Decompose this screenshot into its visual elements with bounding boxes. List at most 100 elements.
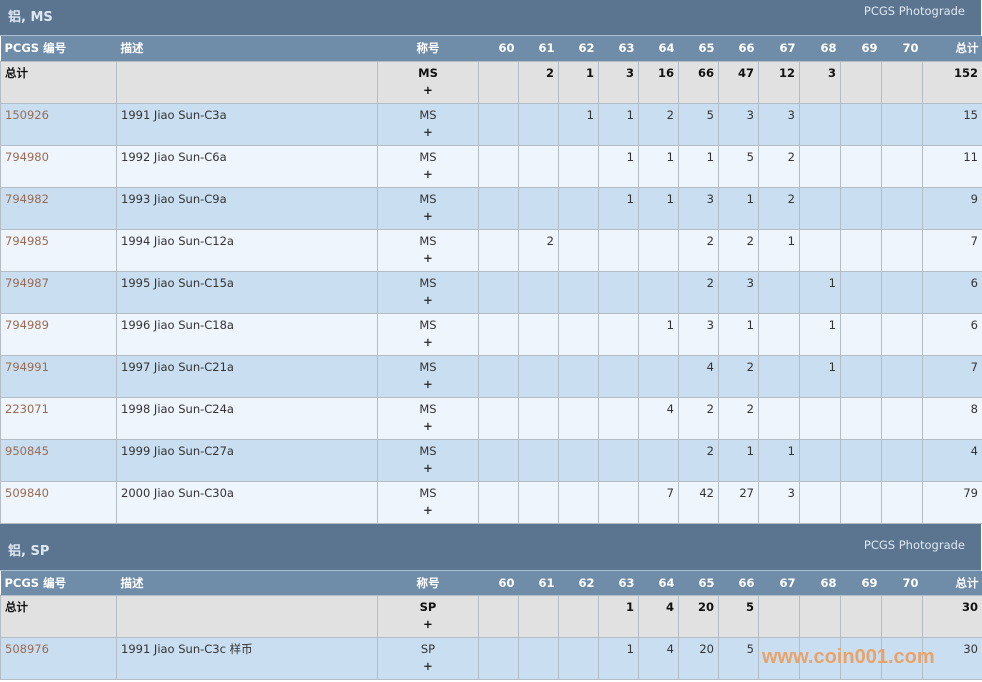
plus-grade-toggle[interactable]: + [423,166,433,181]
column-header[interactable]: 总计 [922,36,982,61]
photograde-link[interactable]: PCGS Photograde [863,537,965,552]
column-header[interactable]: 67 [758,570,800,596]
column-header[interactable]: 62 [558,36,599,61]
row-total: 11 [922,144,982,188]
description: 1994 Jiao Sun-C12a [116,228,378,272]
column-header[interactable]: 64 [638,570,679,596]
column-header[interactable]: 62 [558,570,599,596]
row-total: 6 [922,270,982,314]
designation: SP [419,600,437,614]
column-header[interactable]: 总计 [922,570,982,596]
grade-count-68 [799,228,841,272]
description: 1991 Jiao Sun-C3c 样币 [116,637,378,680]
column-header[interactable]: 63 [598,36,639,61]
grade-count-68: 3 [799,60,841,104]
designation-cell: MS + [377,102,479,146]
column-header[interactable]: 69 [840,570,882,596]
column-header[interactable]: 描述 [116,36,378,61]
designation: MS [419,317,437,332]
plus-grade-toggle[interactable]: + [423,617,433,631]
designation-cell: MS + [377,396,479,440]
column-header[interactable]: PCGS 编号 [0,570,117,596]
designation: MS [419,107,437,122]
column-header[interactable]: 61 [518,36,559,61]
column-header[interactable]: 68 [799,570,841,596]
plus-grade-toggle[interactable]: + [423,659,433,673]
plus-grade-toggle[interactable]: + [423,460,433,475]
grade-count-64: 16 [638,60,679,104]
plus-grade-toggle[interactable]: + [423,292,433,307]
grade-count-67 [758,396,800,440]
plus-grade-toggle[interactable]: + [423,376,433,391]
grade-count-61 [518,270,559,314]
pcgs-number[interactable]: 794985 [0,228,117,272]
plus-grade-toggle[interactable]: + [423,334,433,349]
column-header[interactable]: 60 [478,570,519,596]
column-header[interactable]: 66 [718,570,759,596]
grade-count-62 [558,480,599,524]
plus-grade-toggle[interactable]: + [423,418,433,433]
column-header[interactable]: 64 [638,36,679,61]
pcgs-number[interactable]: 794982 [0,186,117,230]
grade-count-66: 5 [718,637,759,680]
grade-count-70 [881,144,923,188]
pcgs-number[interactable]: 794991 [0,354,117,398]
column-header[interactable]: 66 [718,36,759,61]
grade-count-64: 2 [638,102,679,146]
plus-grade-toggle[interactable]: + [423,124,433,139]
designation: MS [419,401,437,416]
column-header[interactable]: 称号 [377,570,479,596]
pcgs-number[interactable]: 794987 [0,270,117,314]
plus-grade-toggle[interactable]: + [423,250,433,265]
grade-count-70 [881,228,923,272]
column-header[interactable]: 63 [598,570,639,596]
column-header[interactable]: 61 [518,570,559,596]
column-header[interactable]: 70 [881,570,923,596]
pcgs-number[interactable]: 794989 [0,312,117,356]
pcgs-number[interactable]: 223071 [0,396,117,440]
table-row: 150926 1991 Jiao Sun-C3a MS +1 1 2 5 3 3 15 [0,102,982,146]
column-header[interactable]: 60 [478,36,519,61]
grade-count-70 [881,637,923,680]
column-header[interactable]: 69 [840,36,882,61]
grade-count-66: 2 [718,228,759,272]
designation-cell: SP + [377,595,479,638]
plus-grade-toggle[interactable]: + [423,502,433,517]
column-header[interactable]: 70 [881,36,923,61]
grade-count-61 [518,186,559,230]
table-row: 223071 1998 Jiao Sun-C24a MS +4 2 2 8 [0,396,982,440]
pcgs-number[interactable]: 794980 [0,144,117,188]
designation-cell: MS + [377,60,479,104]
grade-count-68: 1 [799,312,841,356]
grade-count-66: 27 [718,480,759,524]
pcgs-number[interactable]: 150926 [0,102,117,146]
plus-grade-toggle[interactable]: + [423,208,433,223]
column-header[interactable]: 称号 [377,36,479,61]
grade-count-63 [598,480,639,524]
pcgs-number[interactable]: 508976 [0,637,117,680]
column-header[interactable]: 68 [799,36,841,61]
row-total: 30 [922,595,982,638]
pcgs-number[interactable]: 950845 [0,438,117,482]
table-row: 794982 1993 Jiao Sun-C9a MS +1 1 3 1 2 9 [0,186,982,230]
column-header[interactable]: 65 [678,36,719,61]
total-row: 总计 SP +1 4 20 5 30 [0,595,982,638]
population-table: PCGS 编号 描述 称号 60 61 62 63 64 65 66 67 68 69 70 总计 总计 MS +… [0,36,982,524]
photograde-link[interactable]: PCGS Photograde [863,4,965,18]
pcgs-number[interactable]: 509840 [0,480,117,524]
grade-count-61 [518,438,559,482]
column-header[interactable]: PCGS 编号 [0,36,117,61]
grade-count-60 [478,60,519,104]
column-header[interactable]: 65 [678,570,719,596]
column-header[interactable]: 67 [758,36,800,61]
grade-count-60 [478,186,519,230]
grade-count-66: 5 [718,144,759,188]
section-title-bar: 铝, SP PCGS Photograde [0,523,981,571]
grade-count-61 [518,396,559,440]
grade-count-69 [840,312,882,356]
grade-count-62: 1 [558,102,599,146]
grade-count-69 [840,396,882,440]
plus-grade-toggle[interactable]: + [423,82,433,97]
column-header[interactable]: 描述 [116,570,378,596]
description [116,595,378,638]
